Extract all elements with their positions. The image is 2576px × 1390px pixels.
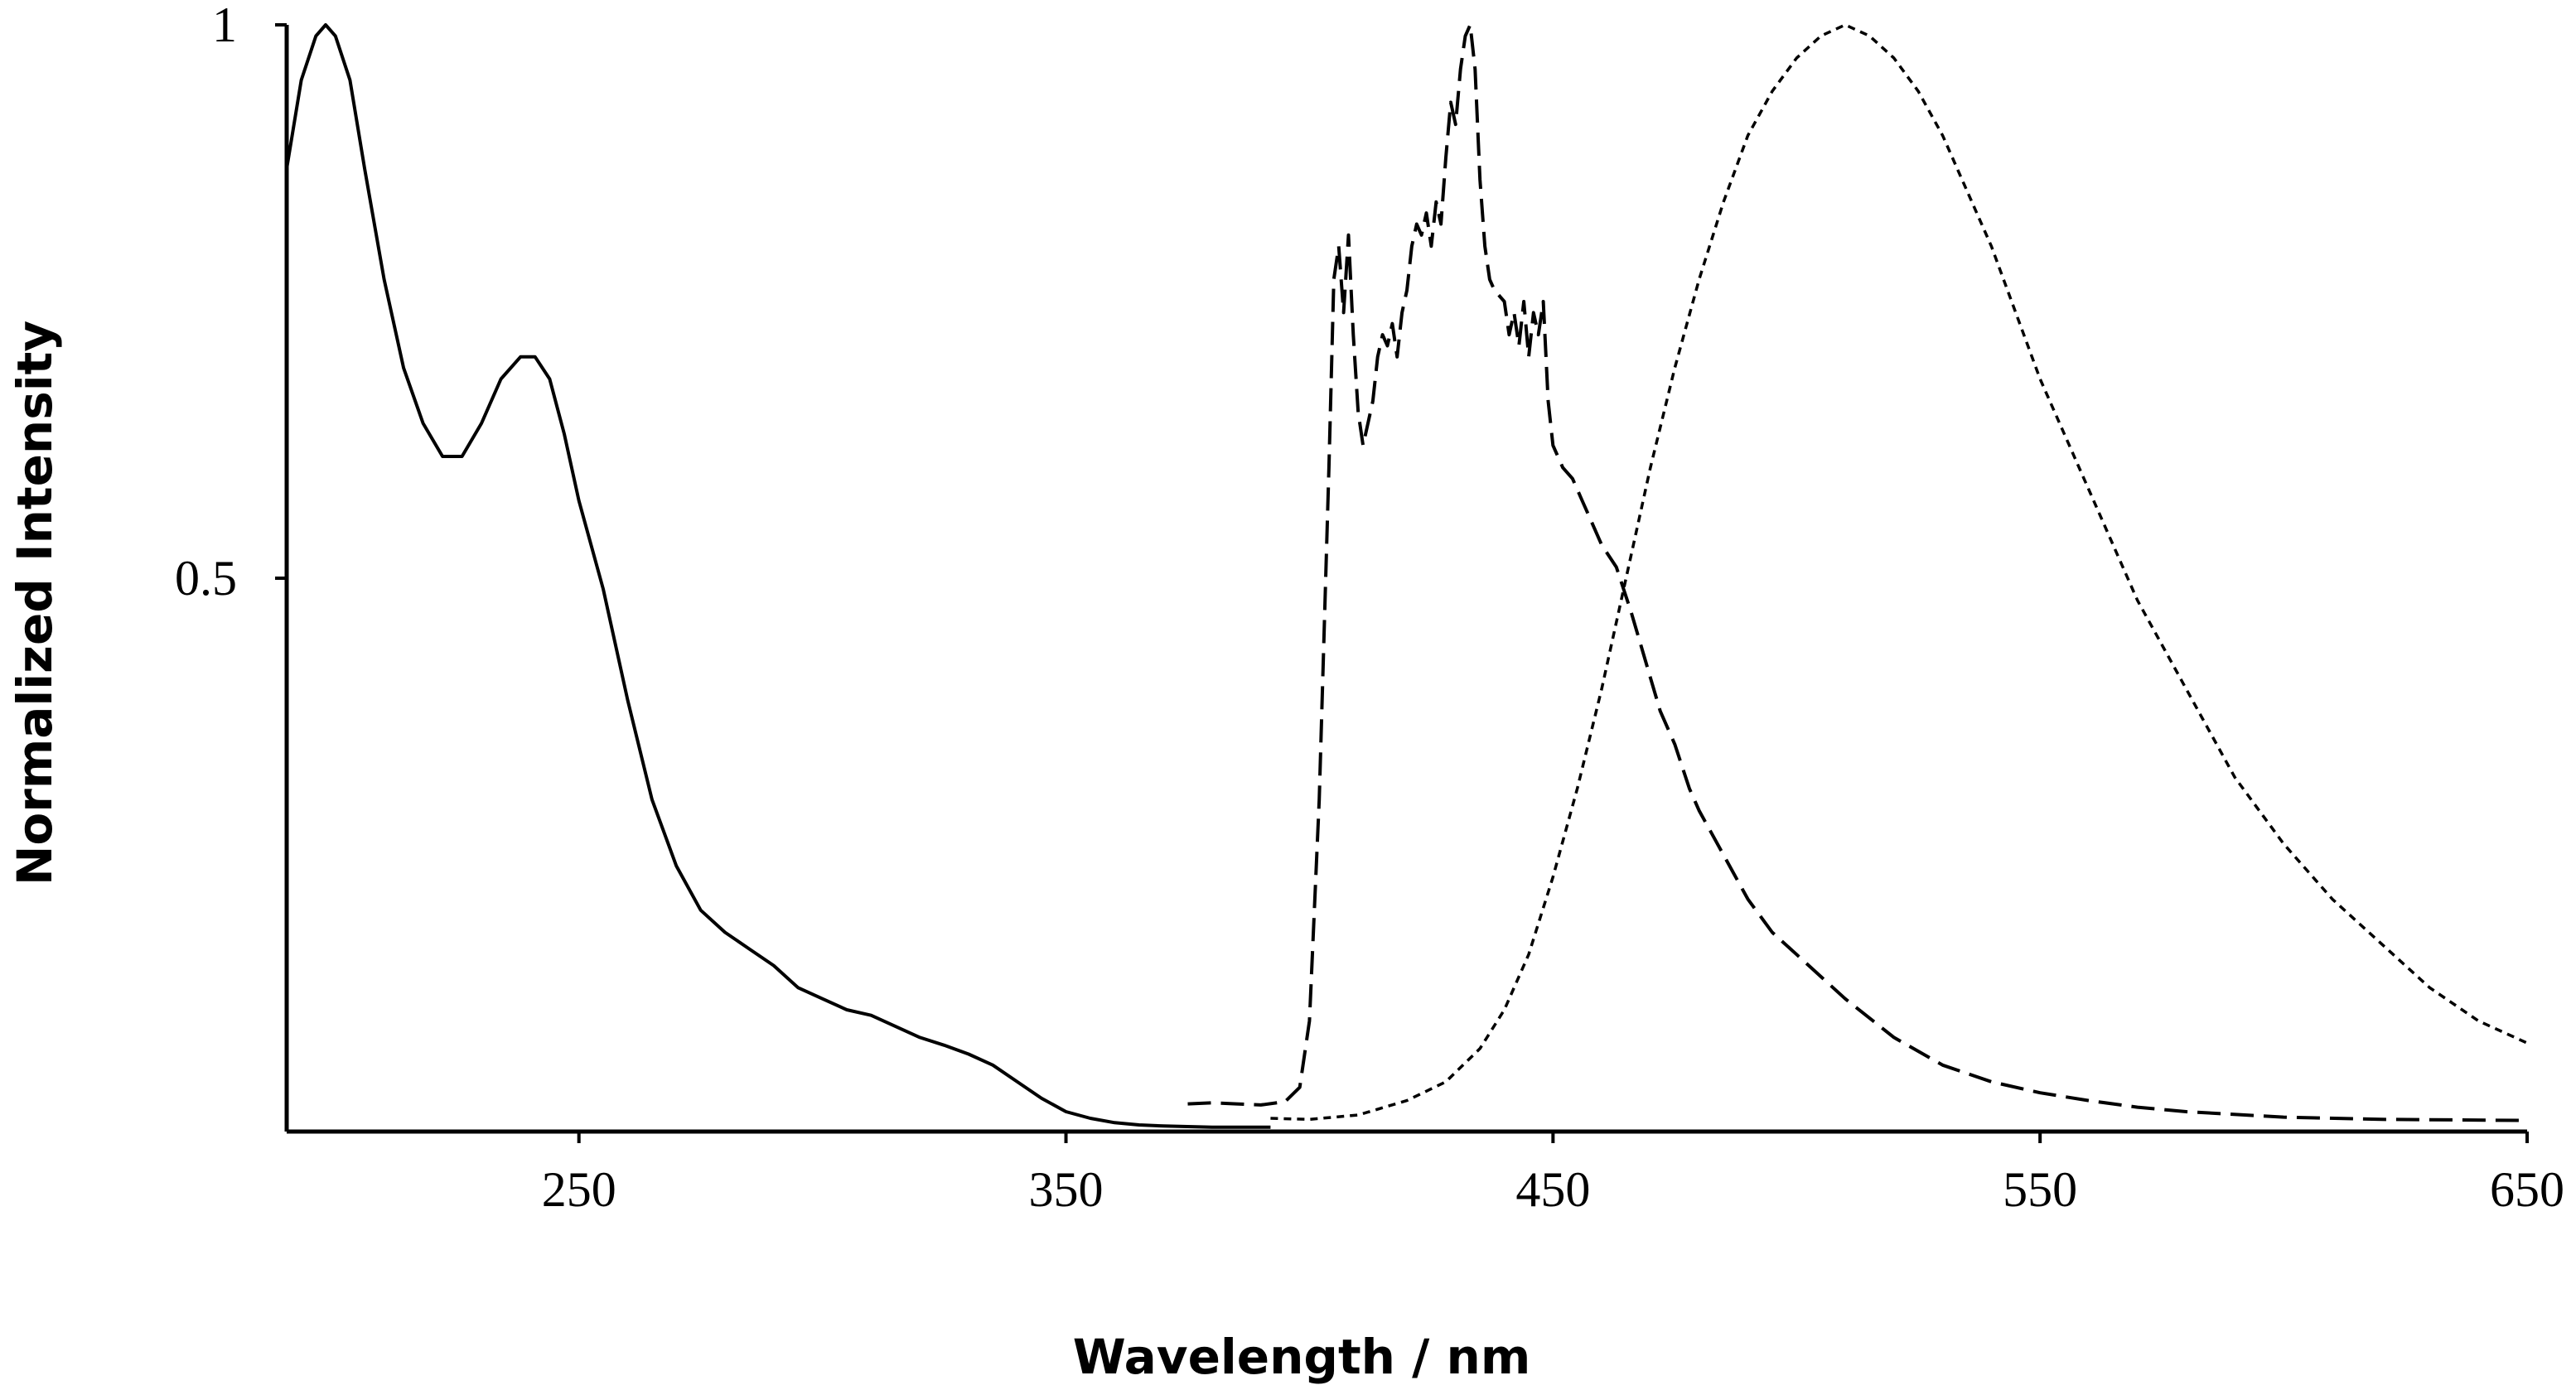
fluorescence-series-line: [1187, 23, 2528, 1122]
emission-series-line: [1270, 23, 2528, 1122]
x-tick-label: 550: [2003, 1162, 2077, 1217]
x-axis-title: Wavelength / nm: [1073, 1329, 1531, 1385]
x-tick-label: 350: [1029, 1162, 1104, 1217]
y-tick-label: 1: [212, 0, 237, 52]
x-tick-label: 650: [2490, 1162, 2564, 1217]
series-layer: [285, 23, 2528, 1129]
x-tick-label: 250: [542, 1162, 616, 1217]
absorption-series-line: [285, 23, 1271, 1129]
y-axis-title: Normalized Intensity: [7, 321, 63, 886]
x-tick-label: 450: [1515, 1162, 1590, 1217]
y-tick-label: 0.5: [175, 551, 237, 606]
y-axis-ticks: 0.51: [175, 0, 287, 606]
x-axis-ticks: 250 350 450 550 650: [542, 1132, 2564, 1217]
